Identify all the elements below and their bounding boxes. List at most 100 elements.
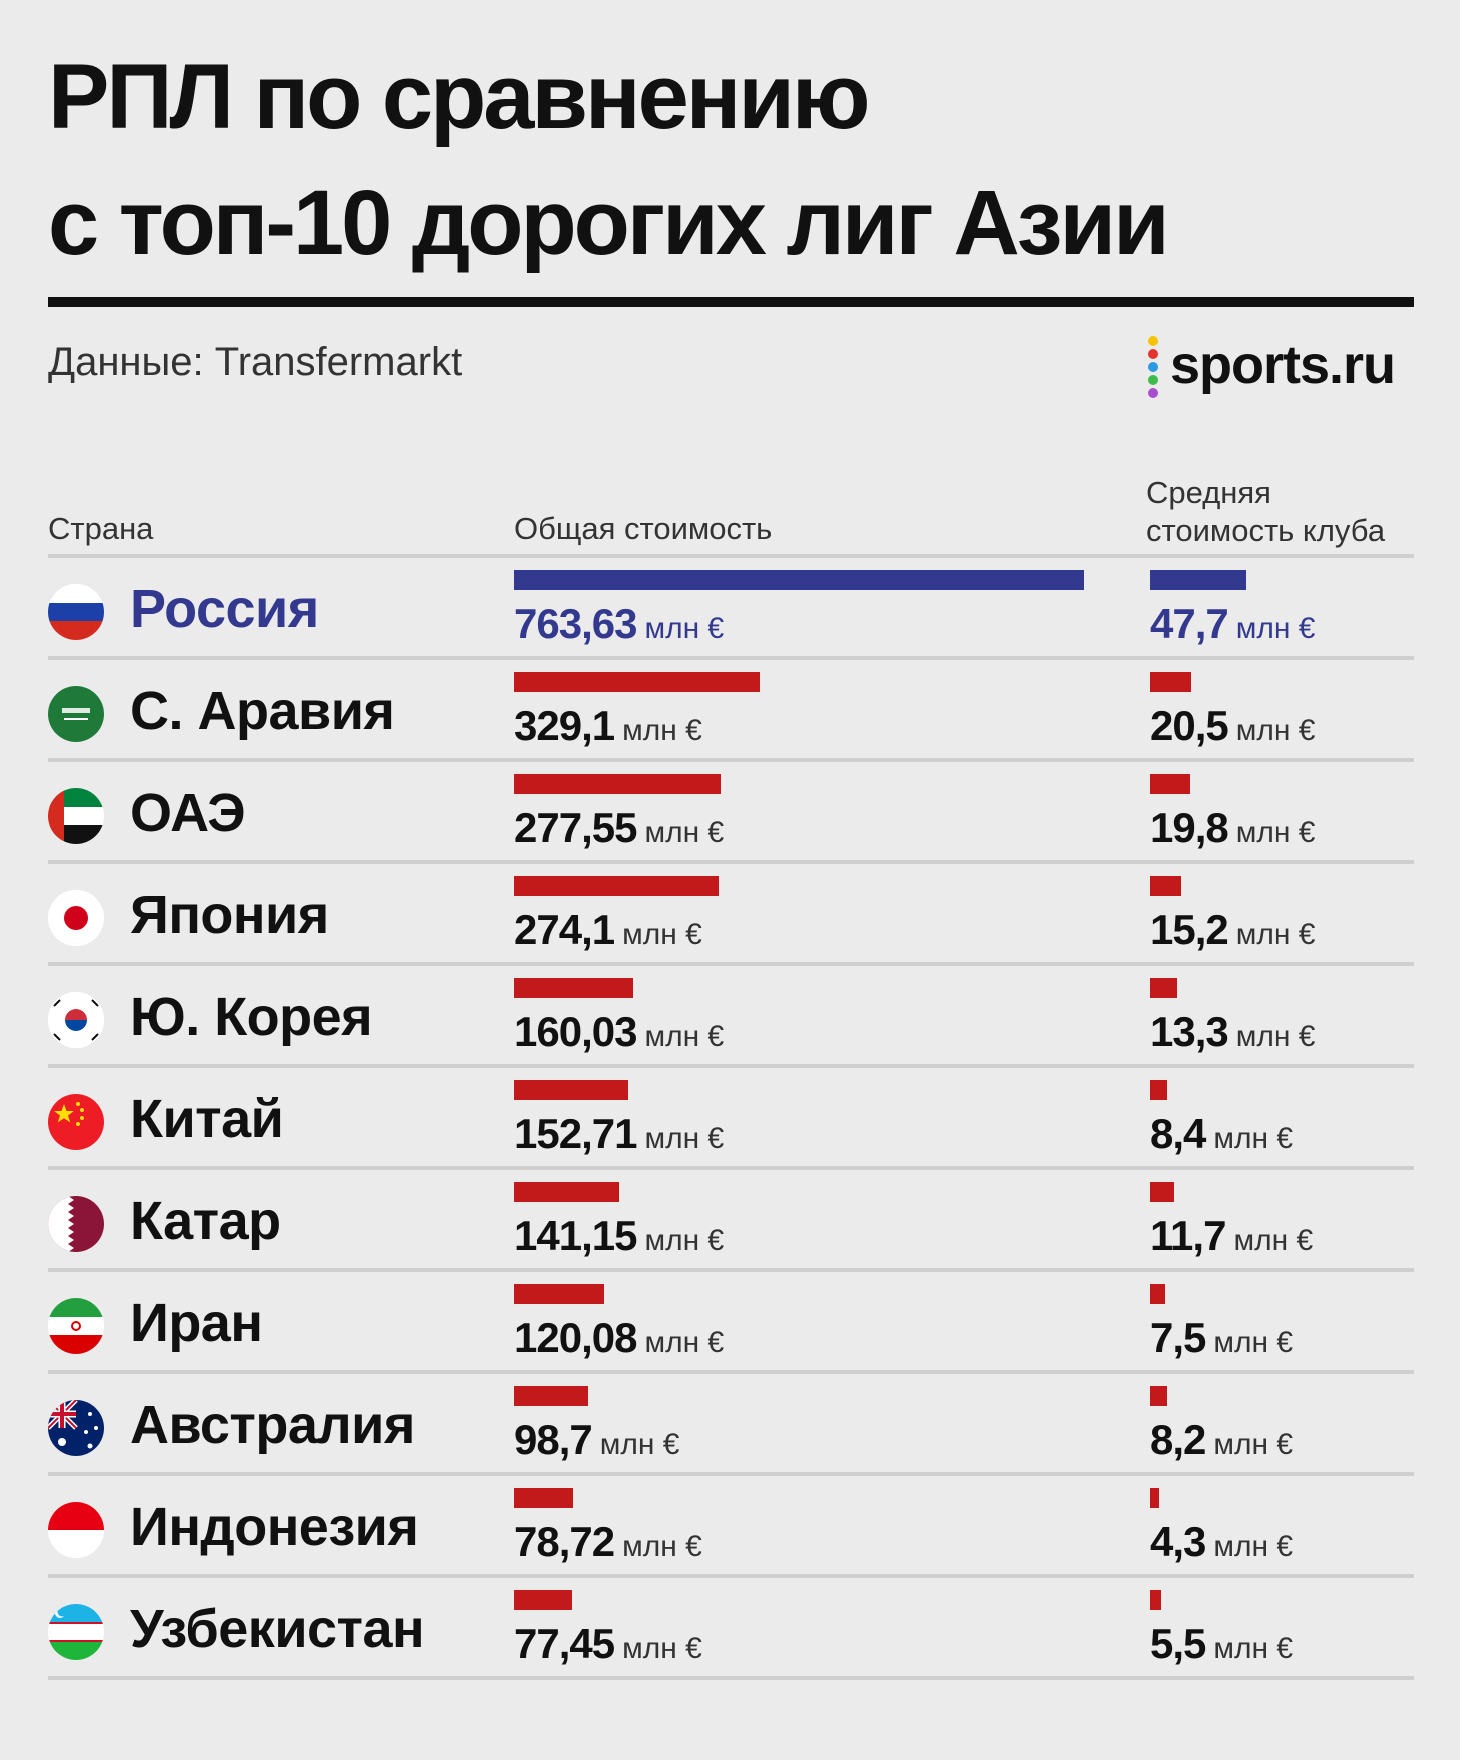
total-value-unit: млн € — [622, 714, 702, 747]
total-value-number: 274,1 — [514, 906, 615, 953]
total-value-number: 120,08 — [514, 1314, 637, 1361]
russia-flag-icon — [48, 584, 104, 640]
total-value-number: 160,03 — [514, 1008, 637, 1055]
average-value-unit: млн € — [1213, 1326, 1294, 1359]
average-value-bar — [1150, 672, 1192, 692]
table-row: Австралия 98,7 млн €8,2 млн € — [48, 1370, 1414, 1472]
japan-flag-icon — [48, 890, 104, 946]
average-value-number: 15,2 — [1150, 906, 1229, 953]
total-value-bar — [514, 570, 1084, 590]
country-name: Австралия — [130, 1395, 415, 1455]
saudi-arabia-flag-icon — [48, 686, 104, 742]
uae-flag-icon — [48, 788, 104, 844]
south-korea-flag-icon — [48, 992, 104, 1048]
table-row: Япония 274,1 млн € 15,2 млн € — [48, 860, 1414, 962]
total-value-label: 141,15 млн € — [514, 1212, 724, 1260]
average-value-number: 20,5 — [1150, 702, 1229, 749]
total-value-unit: млн € — [644, 1122, 725, 1155]
average-value-bar — [1150, 978, 1177, 998]
average-value-unit: млн € — [1213, 1428, 1294, 1461]
total-value-bar — [514, 774, 722, 794]
total-value-bar — [514, 1182, 620, 1202]
table-bottom-divider — [48, 1676, 1414, 1680]
country-name: Иран — [130, 1293, 263, 1353]
average-value-label: 13,3 млн € — [1150, 1008, 1315, 1056]
indonesia-flag-icon — [48, 1502, 104, 1558]
logo-dots-icon — [1146, 334, 1160, 400]
logo-dot — [1148, 349, 1158, 359]
total-value-label: 120,08 млн € — [514, 1314, 724, 1362]
total-value-label: 77,45 млн € — [514, 1620, 702, 1668]
average-value-label: 7,5 млн € — [1150, 1314, 1293, 1362]
average-value-bar — [1150, 1488, 1159, 1508]
country-name: ОАЭ — [130, 783, 246, 843]
average-value-unit: млн € — [1235, 714, 1316, 747]
total-value-bar — [514, 1386, 588, 1406]
total-value-unit: млн € — [644, 612, 725, 645]
table-row: Индонезия 78,72 млн €4,3 млн € — [48, 1472, 1414, 1574]
total-value-number: 77,45 — [514, 1620, 615, 1667]
average-value-number: 11,7 — [1150, 1212, 1226, 1259]
average-value-bar — [1150, 774, 1190, 794]
average-value-unit: млн € — [1233, 1224, 1314, 1257]
total-value-label: 152,71 млн € — [514, 1110, 724, 1158]
average-value-bar — [1150, 1590, 1162, 1610]
total-value-bar — [514, 1284, 604, 1304]
logo-dot — [1148, 362, 1158, 372]
table-row: Узбекистан 77,45 млн €5,5 млн € — [48, 1574, 1414, 1676]
total-value-unit: млн € — [644, 1020, 725, 1053]
average-value-unit: млн € — [1235, 612, 1316, 645]
average-value-bar — [1150, 570, 1246, 590]
uzbekistan-flag-icon — [48, 1604, 104, 1660]
table-row: Катар 141,15 млн €11,7 млн € — [48, 1166, 1414, 1268]
total-value-label: 763,63 млн € — [514, 600, 724, 648]
average-value-bar — [1150, 1182, 1174, 1202]
total-value-number: 98,7 — [514, 1416, 593, 1463]
total-value-bar — [514, 672, 760, 692]
total-value-bar — [514, 1488, 573, 1508]
total-value-label: 274,1 млн € — [514, 906, 702, 954]
average-value-unit: млн € — [1213, 1530, 1294, 1563]
total-value-bar — [514, 876, 719, 896]
title-divider — [48, 297, 1414, 307]
country-name: Китай — [130, 1089, 284, 1149]
country-name: Индонезия — [130, 1497, 419, 1557]
average-value-number: 7,5 — [1150, 1314, 1206, 1361]
average-value-number: 47,7 — [1150, 600, 1229, 647]
column-header-total: Общая стоимость — [514, 511, 773, 546]
iran-flag-icon — [48, 1298, 104, 1354]
china-flag-icon — [48, 1094, 104, 1150]
total-value-label: 98,7 млн € — [514, 1416, 679, 1464]
data-source: Данные: Transfermarkt — [48, 340, 463, 384]
average-value-label: 47,7 млн € — [1150, 600, 1315, 648]
logo-dot — [1148, 388, 1158, 398]
title-line-2: с топ-10 дорогих лиг Азии — [48, 172, 1170, 274]
total-value-unit: млн € — [644, 816, 725, 849]
average-value-unit: млн € — [1235, 816, 1316, 849]
logo-dot — [1148, 336, 1158, 346]
title-line-1: РПЛ по сравнению — [48, 46, 870, 148]
average-value-label: 19,8 млн € — [1150, 804, 1315, 852]
total-value-unit: млн € — [599, 1428, 680, 1461]
total-value-bar — [514, 978, 634, 998]
total-value-number: 329,1 — [514, 702, 615, 749]
total-value-number: 78,72 — [514, 1518, 615, 1565]
table-row: Иран 120,08 млн €7,5 млн € — [48, 1268, 1414, 1370]
average-value-label: 11,7 млн € — [1150, 1212, 1313, 1260]
country-name: С. Аравия — [130, 681, 395, 741]
total-value-unit: млн € — [622, 918, 702, 951]
average-value-label: 20,5 млн € — [1150, 702, 1315, 750]
table-rows: Россия 763,63 млн €47,7 млн € С. Аравия 329,1… — [48, 554, 1414, 1680]
average-value-label: 5,5 млн € — [1150, 1620, 1293, 1668]
table-row: Россия 763,63 млн €47,7 млн € — [48, 554, 1414, 656]
table-row: ОАЭ 277,55 млн €19,8 млн € — [48, 758, 1414, 860]
country-name: Россия — [130, 579, 319, 639]
average-value-number: 8,4 — [1150, 1110, 1206, 1157]
average-value-number: 8,2 — [1150, 1416, 1206, 1463]
country-name: Япония — [130, 885, 329, 945]
australia-flag-icon — [48, 1400, 104, 1456]
total-value-label: 329,1 млн € — [514, 702, 702, 750]
average-value-number: 4,3 — [1150, 1518, 1206, 1565]
column-header-average-line-2: стоимость клуба — [1146, 513, 1386, 548]
average-value-number: 13,3 — [1150, 1008, 1229, 1055]
